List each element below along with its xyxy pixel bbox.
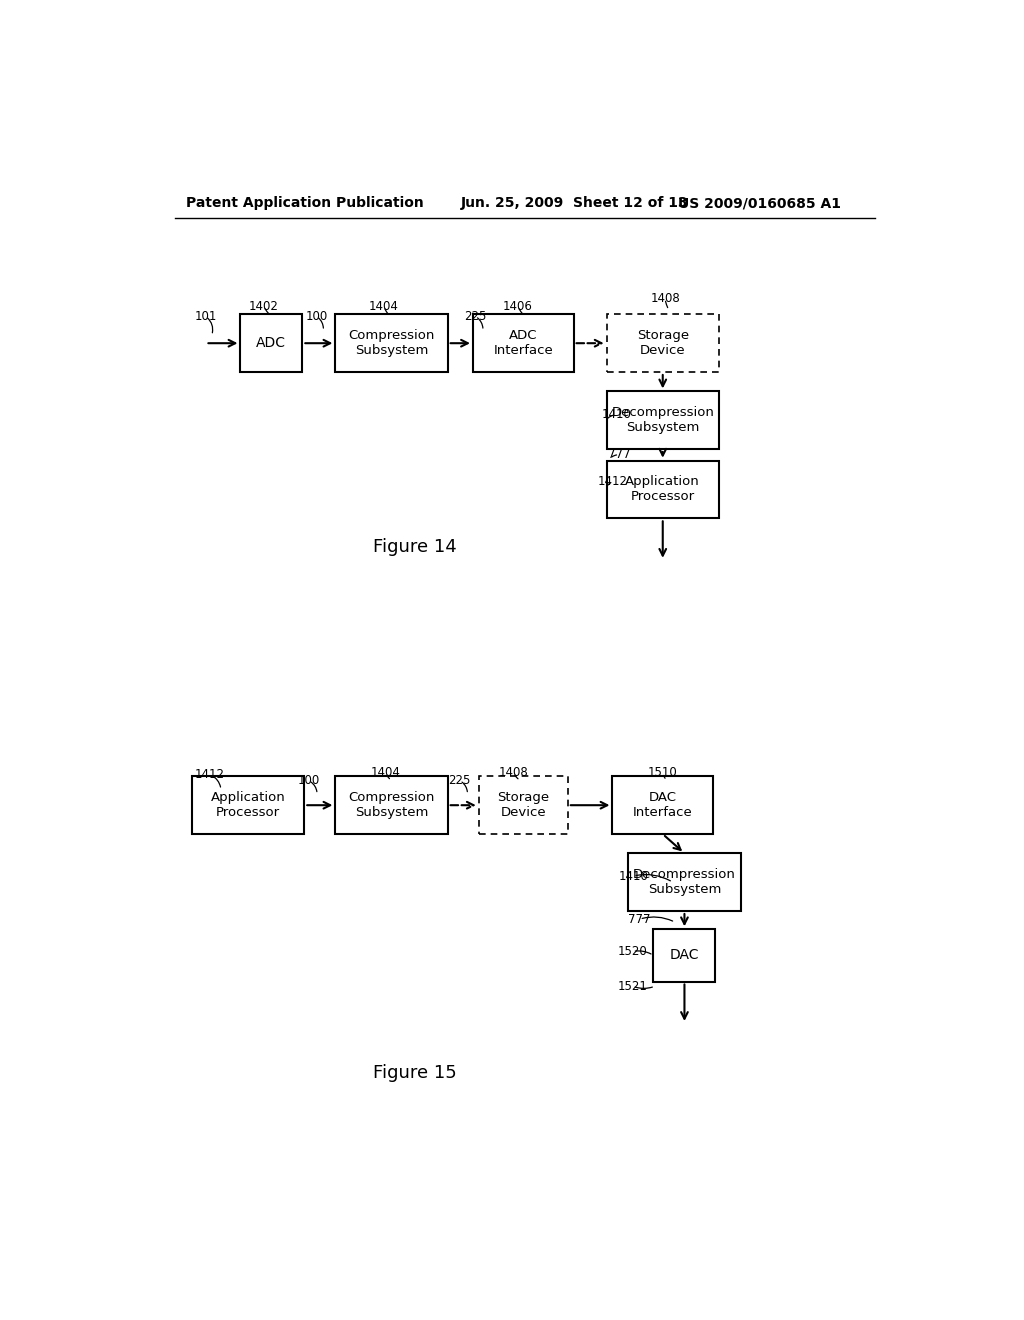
FancyBboxPatch shape	[606, 391, 719, 449]
FancyBboxPatch shape	[606, 461, 719, 519]
Text: Storage
Device: Storage Device	[637, 329, 689, 358]
Text: 1412: 1412	[598, 475, 628, 488]
Text: DAC: DAC	[670, 948, 699, 962]
Text: Decompression
Subsystem: Decompression Subsystem	[633, 869, 736, 896]
Text: 1410: 1410	[601, 408, 631, 421]
Text: Patent Application Publication: Patent Application Publication	[186, 197, 424, 210]
FancyBboxPatch shape	[473, 314, 573, 372]
FancyBboxPatch shape	[606, 314, 719, 372]
Text: Application
Processor: Application Processor	[211, 791, 286, 820]
Text: Storage
Device: Storage Device	[498, 791, 549, 820]
FancyBboxPatch shape	[335, 314, 447, 372]
Text: 1520: 1520	[617, 945, 647, 958]
Text: US 2009/0160685 A1: US 2009/0160685 A1	[678, 197, 842, 210]
Text: 777: 777	[629, 912, 650, 925]
Text: ADC
Interface: ADC Interface	[494, 329, 553, 358]
Text: 1510: 1510	[648, 767, 678, 779]
Text: 1408: 1408	[499, 767, 528, 779]
Text: 101: 101	[195, 310, 217, 323]
Text: Compression
Subsystem: Compression Subsystem	[348, 791, 434, 820]
Text: 225: 225	[464, 310, 486, 323]
Text: 777: 777	[608, 449, 631, 462]
Text: 100: 100	[305, 310, 328, 323]
Text: 1402: 1402	[249, 300, 279, 313]
Text: 1412: 1412	[195, 768, 224, 781]
Text: DAC
Interface: DAC Interface	[633, 791, 692, 820]
Text: Decompression
Subsystem: Decompression Subsystem	[611, 407, 714, 434]
Text: 1404: 1404	[371, 767, 400, 779]
FancyBboxPatch shape	[612, 776, 713, 834]
Text: 1521: 1521	[617, 979, 647, 993]
Text: 100: 100	[297, 774, 319, 787]
FancyBboxPatch shape	[191, 776, 304, 834]
Text: 1404: 1404	[369, 300, 398, 313]
Text: Figure 14: Figure 14	[373, 539, 457, 556]
FancyBboxPatch shape	[241, 314, 302, 372]
Text: 1410: 1410	[618, 870, 648, 883]
Text: ADC: ADC	[256, 337, 287, 350]
FancyBboxPatch shape	[629, 853, 740, 911]
Text: Figure 15: Figure 15	[373, 1064, 457, 1082]
Text: Application
Processor: Application Processor	[626, 475, 700, 503]
Text: Jun. 25, 2009  Sheet 12 of 13: Jun. 25, 2009 Sheet 12 of 13	[461, 197, 689, 210]
FancyBboxPatch shape	[653, 929, 716, 982]
FancyBboxPatch shape	[335, 776, 447, 834]
Text: 225: 225	[449, 774, 471, 787]
Text: 1406: 1406	[503, 300, 532, 313]
Text: Compression
Subsystem: Compression Subsystem	[348, 329, 434, 358]
Text: 1408: 1408	[650, 292, 680, 305]
FancyBboxPatch shape	[478, 776, 568, 834]
